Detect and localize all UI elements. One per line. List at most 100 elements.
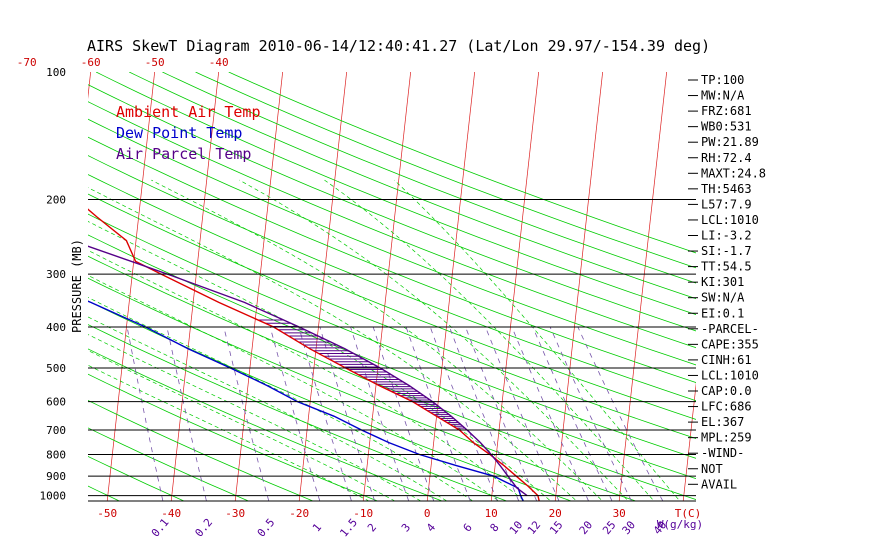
panel-item: TH:5463 [701, 182, 752, 196]
pressure-tick-label: 300 [46, 268, 66, 281]
mixing-ratio-line [269, 326, 321, 501]
panel-item: SW:N/A [701, 291, 745, 305]
dry-adiabat-line [228, 72, 696, 254]
moist-adiabat-line [88, 187, 578, 501]
moist-adiabat-line [88, 316, 448, 501]
mixing-ratio-line [511, 326, 589, 501]
panel-item: NOT [701, 462, 723, 476]
mixing-ratio-line [298, 326, 352, 501]
mixing-ratio-line [549, 326, 632, 501]
dry-adiabat-line [88, 101, 696, 349]
panel-item: LCL:1010 [701, 213, 759, 227]
air-parcel-temp-line [88, 245, 528, 497]
panel-item: SI:-1.7 [701, 244, 752, 258]
moist-adiabat-line [324, 179, 655, 501]
dry-adiabat-line [88, 234, 696, 480]
isotherm-line [554, 72, 604, 501]
dry-adiabat-line [88, 136, 696, 383]
pressure-tick-label: 800 [46, 449, 66, 462]
mixing-ratio-label: 10 [507, 518, 525, 537]
dew-point-temp-line [88, 300, 524, 501]
dry-adiabat-line [88, 84, 696, 332]
pressure-tick-label: 700 [46, 424, 66, 437]
dry-adiabat-line [88, 400, 314, 501]
mixing-ratio-label: 0.2 [192, 516, 215, 540]
mixing-ratio-label: 20 [577, 518, 595, 537]
isotherm-line [362, 72, 412, 501]
mixing-ratio-label: 0.5 [255, 516, 278, 540]
dry-adiabat-line [88, 174, 696, 420]
axis-labels: 1002003004005006007008009001000-120-110-… [17, 56, 703, 540]
profile-lines [88, 208, 540, 501]
dry-adiabat-line [88, 277, 636, 501]
moist-adiabat-line [239, 179, 629, 501]
mixing-ratio-label: 4 [424, 521, 438, 535]
mixing-ratio-line [485, 326, 560, 501]
mixing-ratio-line [449, 326, 520, 501]
dry-adiabat-line [88, 373, 378, 501]
pressure-axis-lines [88, 199, 696, 502]
panel-item: LCL:1010 [701, 368, 759, 382]
pressure-tick-label: 600 [46, 396, 66, 409]
bottom-temp-tick-label: 30 [613, 507, 626, 520]
temp-unit-label: T(C) [675, 507, 702, 520]
bottom-temp-tick-label: 20 [549, 507, 562, 520]
pressure-tick-label: 1000 [40, 490, 67, 503]
moist-adiabat-line [394, 179, 681, 501]
panel-item: CAP:0.0 [701, 384, 752, 398]
moist-adiabat-line [88, 350, 396, 501]
dry-adiabat-line [88, 300, 572, 501]
bottom-temp-tick-label: -50 [97, 507, 117, 520]
dry-adiabat-line [95, 72, 696, 316]
panel-item: MW:N/A [701, 89, 745, 103]
panel-item: RH:72.4 [701, 151, 752, 165]
moist-adiabat-line [151, 179, 603, 501]
mixing-ratio-label: 30 [620, 518, 638, 537]
mixing-ratio-line [372, 326, 435, 501]
bottom-temp-tick-label: 0 [424, 507, 431, 520]
panel-item: -PARCEL- [701, 322, 759, 336]
mixing-ratio-line [166, 326, 207, 501]
top-temp-tick-label: -50 [145, 56, 165, 69]
panel-item: MPL:259 [701, 431, 752, 445]
panel-item: CINH:61 [701, 353, 752, 367]
panel-item: -WIND- [701, 446, 744, 460]
panel-item: KI:301 [701, 275, 744, 289]
mixing-ratio-unit-label: W(g/kg) [657, 518, 703, 531]
panel-item: WB0:531 [701, 120, 752, 134]
moist-adiabat-line [88, 221, 552, 501]
pressure-tick-label: 100 [46, 66, 66, 79]
pressure-tick-label: 200 [46, 194, 66, 207]
panel-item: EL:367 [701, 415, 744, 429]
mixing-ratio-line [223, 326, 270, 501]
bottom-temp-tick-label: 10 [485, 507, 498, 520]
mixing-ratio-line [577, 326, 664, 501]
dry-adiabat-line [88, 213, 696, 459]
mixing-ratio-line [350, 326, 410, 501]
bottom-temp-tick-label: -20 [289, 507, 309, 520]
chart-title: AIRS SkewT Diagram 2010-06-14/12:40:41.2… [87, 37, 710, 55]
top-temp-tick-label: -40 [209, 56, 229, 69]
bottom-temp-tick-label: -40 [161, 507, 181, 520]
dry-adiabat-line [162, 72, 696, 284]
legend-entry: Ambient Air Temp [116, 103, 261, 121]
mixing-ratio-label: 25 [600, 518, 618, 537]
top-temp-tick-label: -70 [17, 56, 37, 69]
pressure-tick-label: 400 [46, 321, 66, 334]
dry-adiabat-line [88, 193, 696, 439]
isotherm-line [811, 72, 858, 501]
moist-adiabat-line [88, 275, 500, 501]
panel-item: FRZ:681 [701, 104, 752, 118]
mixing-ratio-line [532, 326, 613, 501]
ambient-air-temp-line [88, 208, 540, 501]
panel-item: AVAIL [701, 477, 737, 491]
legend-entry: Air Parcel Temp [116, 145, 251, 163]
mixing-ratio-line [126, 326, 164, 501]
pressure-tick-label: 500 [46, 362, 66, 375]
panel-item: LI:-3.2 [701, 229, 752, 243]
panel-item: LFC:686 [701, 400, 752, 414]
panel-item: TP:100 [701, 73, 744, 87]
moist-adiabat-line [88, 297, 474, 501]
